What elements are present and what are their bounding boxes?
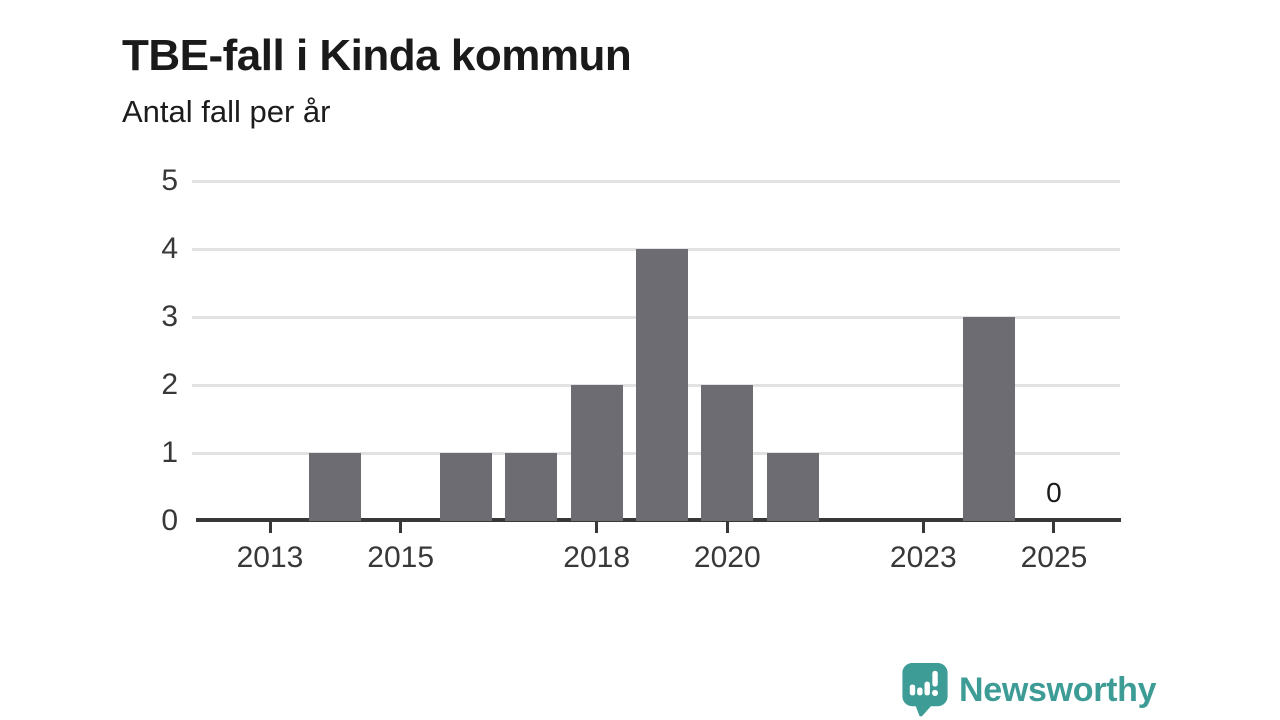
x-axis-label-2020: 2020 — [693, 541, 761, 574]
x-axis-label-2025: 2025 — [1020, 541, 1088, 574]
y-axis-label: 0 — [161, 504, 178, 537]
x-axis-tick-2025 — [1052, 522, 1056, 533]
x-axis-label-2018: 2018 — [563, 541, 631, 574]
x-axis-label-2015: 2015 — [367, 541, 435, 574]
x-axis-tick-2018 — [595, 522, 599, 533]
bar-2016 — [439, 453, 492, 521]
x-axis-label-2023: 2023 — [889, 541, 957, 574]
bar-2014 — [309, 453, 362, 521]
newsworthy-wordmark: Newsworthy — [959, 671, 1157, 709]
x-axis-tick-2015 — [399, 522, 403, 533]
bar-2018 — [570, 385, 623, 521]
bar-2024 — [962, 317, 1015, 521]
bar-2017 — [505, 453, 558, 521]
newsworthy-chart-bubble-icon — [902, 663, 948, 717]
bar-2021 — [766, 453, 819, 521]
chart-subtitle: Antal fall per år — [122, 94, 331, 129]
y-axis-label: 4 — [161, 232, 178, 265]
y-axis-label: 1 — [161, 436, 178, 469]
value-label-2025: 0 — [1046, 477, 1062, 508]
bar-2019 — [635, 249, 688, 521]
bar-2020 — [701, 385, 754, 521]
x-axis-label-2013: 2013 — [236, 541, 304, 574]
y-axis-label: 3 — [161, 300, 178, 333]
newsworthy-logo: Newsworthy — [902, 663, 1157, 718]
y-axis-label: 5 — [161, 164, 178, 197]
chart-title: TBE-fall i Kinda kommun — [122, 31, 632, 81]
x-axis-tick-2023 — [921, 522, 925, 533]
x-axis-tick-2013 — [268, 522, 272, 533]
gridline-y5 — [192, 179, 1120, 183]
y-axis-label: 2 — [161, 368, 178, 401]
x-axis-tick-2020 — [725, 522, 729, 533]
